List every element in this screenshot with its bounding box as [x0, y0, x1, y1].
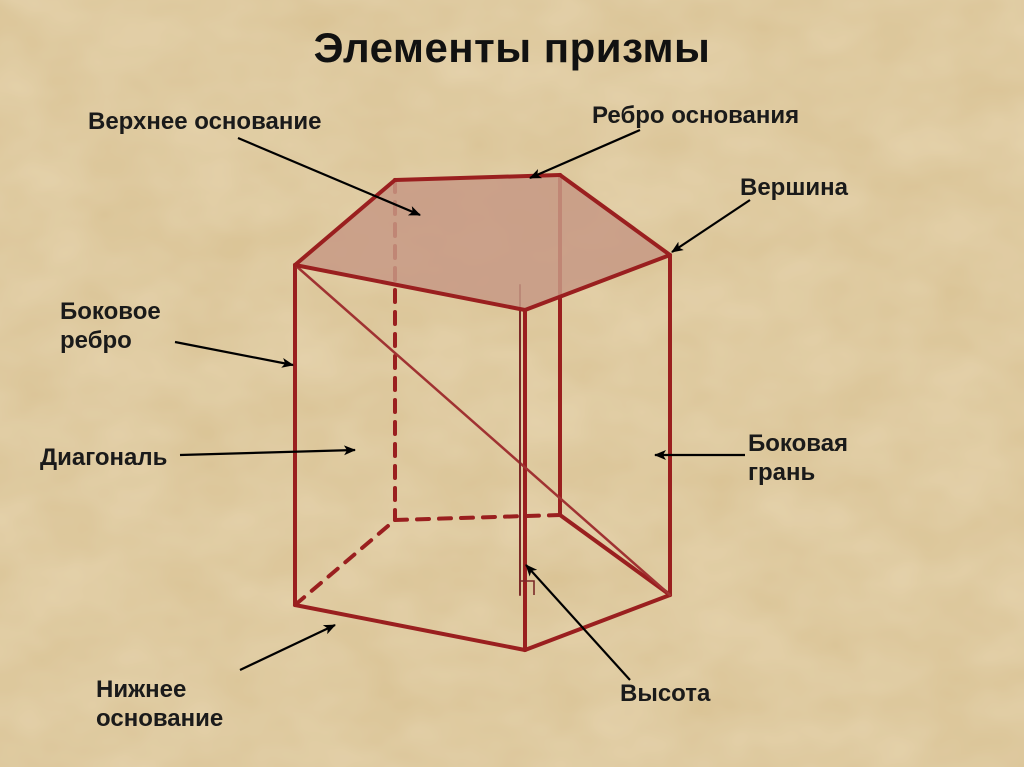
label-diagonal: Диагональ	[40, 444, 167, 473]
arrow-bottom-base	[240, 625, 335, 670]
label-base-edge: Ребро основания	[592, 102, 799, 131]
page-title: Элементы призмы	[0, 24, 1024, 72]
arrow-base-edge	[530, 130, 640, 178]
label-side-face: Боковаягрань	[748, 430, 848, 488]
arrow-diagonal	[180, 450, 355, 455]
label-side-edge: Боковоеребро	[60, 298, 161, 356]
label-bottom-base: Нижнееоснование	[96, 676, 223, 734]
label-vertex: Вершина	[740, 174, 848, 203]
arrow-vertex	[672, 200, 750, 252]
arrow-side-edge	[175, 342, 293, 365]
arrow-top-base	[238, 138, 420, 215]
label-top-base: Верхнее основание	[88, 108, 321, 137]
label-height: Высота	[620, 680, 710, 709]
arrow-height	[526, 565, 630, 680]
